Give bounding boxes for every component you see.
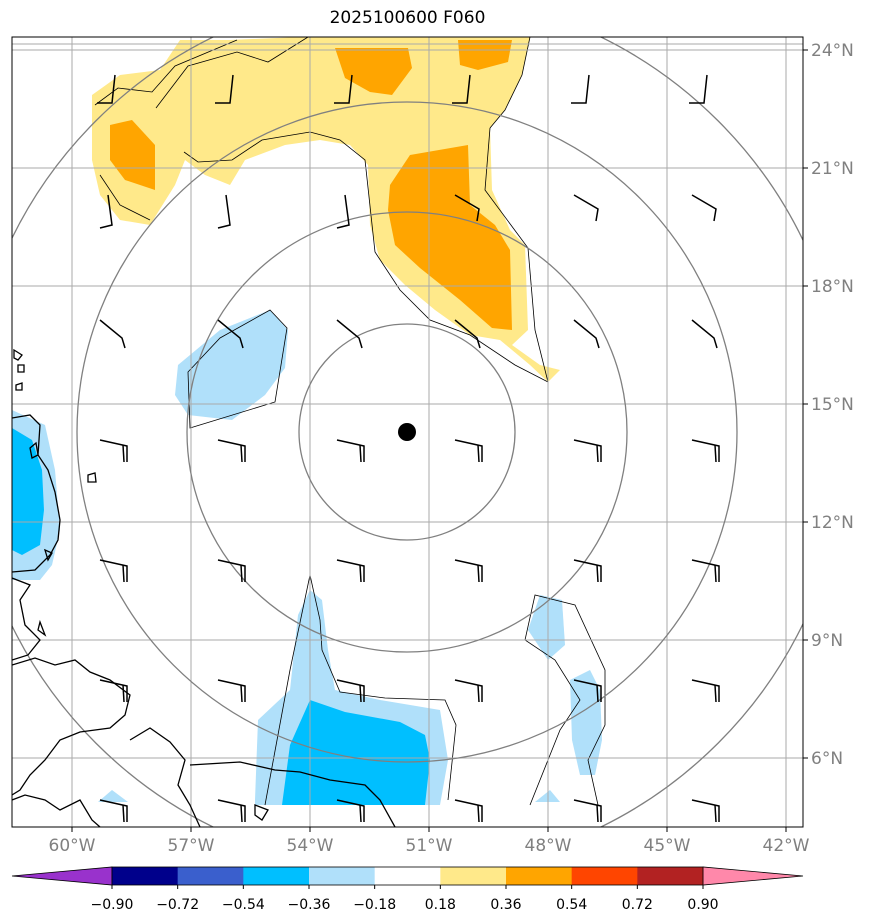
colorbar: −0.90 −0.72 −0.54 −0.36 −0.18 0.18 0.36 0.54 0.7… — [11, 866, 804, 913]
wind-barb — [691, 679, 720, 703]
wind-barb — [334, 74, 353, 104]
colorbar-tick-label: 0.36 — [490, 897, 521, 913]
lon-tick-label: 45°W — [644, 836, 691, 856]
wind-barb — [99, 194, 113, 229]
colorbar-extend-high — [702, 866, 804, 886]
colorbar-tick-label: −0.90 — [91, 897, 134, 913]
colorbar-segment — [440, 867, 507, 885]
lat-tick-label: 18°N — [811, 277, 854, 297]
colorbar-tick-label: 0.72 — [622, 897, 653, 913]
lat-tick-label: 6°N — [811, 749, 843, 769]
colorbar-tick-label: 0.18 — [425, 897, 456, 913]
wind-barb — [573, 679, 602, 703]
contour-lines — [94, 37, 606, 806]
wind-barb — [99, 439, 128, 463]
wind-barb — [691, 799, 720, 823]
wind-barb — [336, 194, 350, 229]
wind-barb — [217, 319, 244, 349]
wind-barb — [573, 559, 602, 583]
lon-tick-label: 57°W — [168, 836, 215, 856]
lat-tick-label: 9°N — [811, 631, 843, 651]
colorbar-segment — [506, 867, 573, 885]
map-title: 2025100600 F060 — [329, 8, 486, 28]
wind-barb — [571, 74, 590, 104]
wind-barb — [454, 799, 483, 823]
lon-tick-label: 54°W — [287, 836, 334, 856]
wind-barb — [217, 679, 246, 703]
wind-barb — [336, 319, 363, 349]
colorbar-tick-label: −0.36 — [288, 897, 331, 913]
coastlines — [12, 348, 396, 827]
wind-barb — [99, 799, 128, 823]
wind-barb — [454, 559, 483, 583]
lat-tick-label: 12°N — [811, 513, 854, 533]
wind-barb — [691, 194, 717, 222]
colorbar-segment — [571, 867, 638, 885]
lon-tick-label: 60°W — [49, 836, 96, 856]
wind-barb — [217, 559, 246, 583]
colorbar-segment — [177, 867, 244, 885]
range-rings — [12, 37, 803, 827]
colorbar-tick-label: 0.90 — [687, 897, 718, 913]
wind-barb — [217, 194, 231, 229]
colorbar-extend-low — [11, 866, 113, 886]
wind-barb — [217, 439, 246, 463]
lat-lon-gridlines — [12, 37, 803, 827]
wind-barb — [97, 74, 116, 104]
colorbar-segment — [112, 867, 179, 885]
lat-tick-label: 15°N — [811, 395, 854, 415]
wind-barb — [454, 194, 480, 222]
colorbar-segment — [243, 867, 310, 885]
colorbar-tick-label: 0.54 — [556, 897, 587, 913]
wind-barb — [454, 439, 483, 463]
colorbar-tick-label: −0.18 — [353, 897, 396, 913]
colorbar-segment — [637, 867, 704, 885]
wind-barb — [99, 679, 128, 703]
latitude-axis: 24°N 21°N 18°N 15°N 12°N 9°N 6°N — [803, 41, 854, 769]
wind-barb — [691, 559, 720, 583]
negative-anomaly-shading — [12, 310, 602, 805]
wind-barb — [454, 679, 483, 703]
wind-barb — [573, 194, 599, 222]
wind-barb — [336, 559, 365, 583]
wind-barb — [691, 439, 720, 463]
ring-3 — [76, 101, 738, 763]
wind-barb — [689, 74, 708, 104]
lon-tick-label: 48°W — [525, 836, 572, 856]
wind-barb — [691, 319, 718, 349]
wind-barb — [99, 559, 128, 583]
wind-barb — [573, 439, 602, 463]
positive-anomaly-shading — [92, 37, 560, 382]
ring-2 — [186, 211, 628, 653]
wind-barb — [452, 74, 471, 104]
wind-barb — [217, 799, 246, 823]
colorbar-tick-label: −0.54 — [222, 897, 265, 913]
colorbar-segment — [309, 867, 376, 885]
lon-tick-label: 42°W — [763, 836, 810, 856]
wind-barb — [215, 74, 234, 104]
wind-barbs — [97, 74, 720, 823]
ring-1 — [298, 323, 516, 541]
wind-barb — [336, 799, 365, 823]
colorbar-tick-label: −0.72 — [156, 897, 199, 913]
map-frame — [11, 36, 804, 828]
wind-barb — [573, 799, 602, 823]
colorbar-segment — [374, 867, 441, 885]
lat-tick-label: 21°N — [811, 159, 854, 179]
lat-tick-label: 24°N — [811, 41, 854, 61]
wind-barb — [336, 439, 365, 463]
wind-barb — [573, 319, 600, 349]
storm-center-marker — [398, 423, 416, 441]
lon-tick-label: 51°W — [406, 836, 453, 856]
longitude-axis: 60°W 57°W 54°W 51°W 48°W 45°W 42°W — [49, 827, 810, 856]
wind-barb — [99, 319, 126, 349]
wind-barb — [336, 679, 365, 703]
wind-barb — [454, 319, 481, 349]
